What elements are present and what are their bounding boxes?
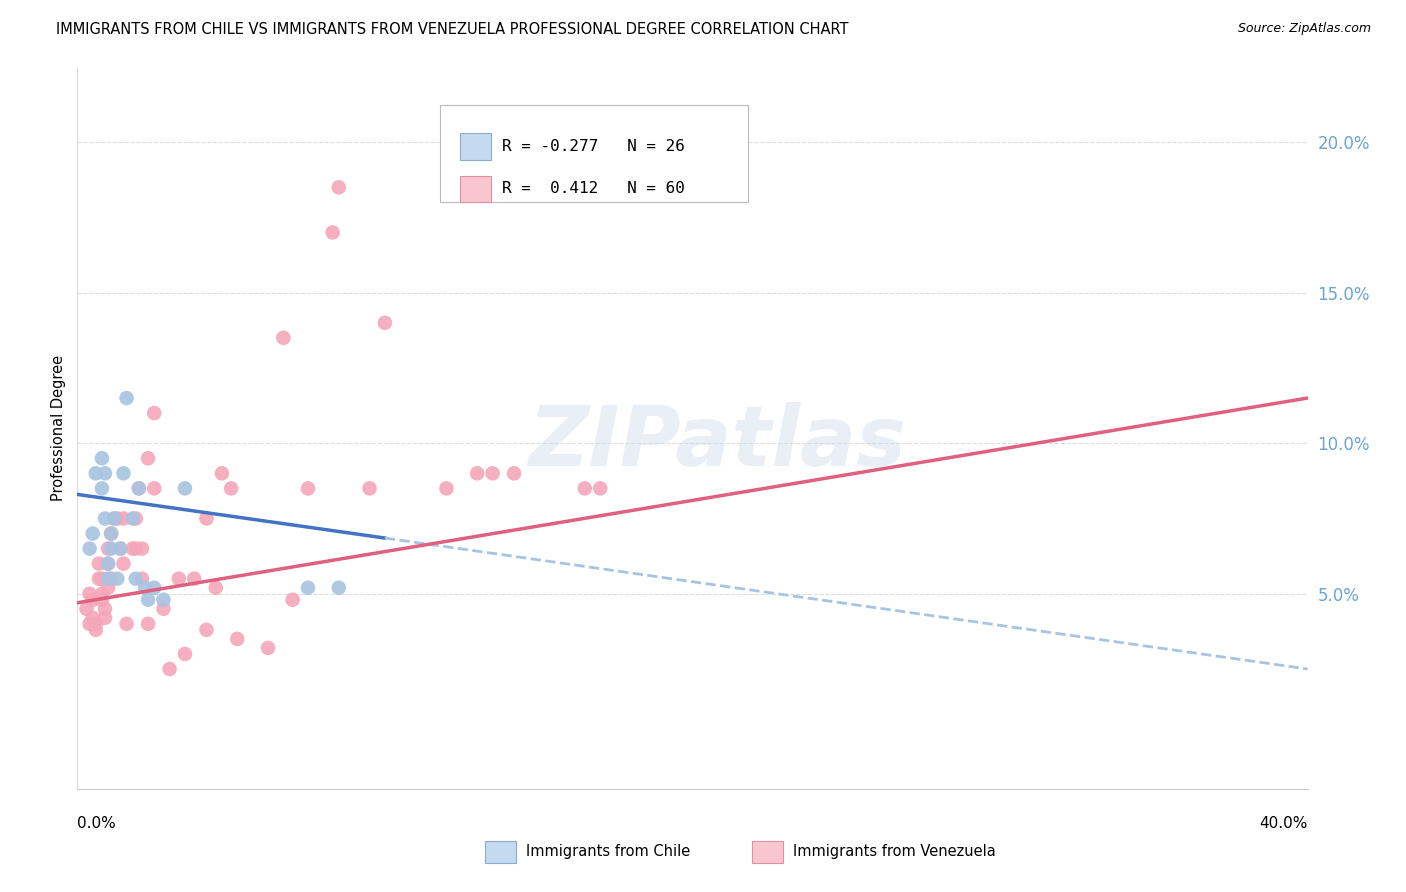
Point xyxy=(297,581,319,595)
Point xyxy=(84,467,107,481)
Point xyxy=(257,640,280,655)
Point xyxy=(143,482,166,496)
Text: IMMIGRANTS FROM CHILE VS IMMIGRANTS FROM VENEZUELA PROFESSIONAL DEGREE CORRELATI: IMMIGRANTS FROM CHILE VS IMMIGRANTS FROM… xyxy=(56,22,849,37)
Point xyxy=(211,467,233,481)
Text: Source: ZipAtlas.com: Source: ZipAtlas.com xyxy=(1237,22,1371,36)
Text: 0.0%: 0.0% xyxy=(77,816,117,831)
Point xyxy=(125,541,148,556)
Point xyxy=(103,511,125,525)
Point xyxy=(76,601,98,615)
Point xyxy=(574,482,596,496)
Point xyxy=(134,581,156,595)
Point xyxy=(103,511,125,525)
Point xyxy=(87,557,110,571)
Point xyxy=(159,662,181,676)
Point xyxy=(90,451,114,466)
Point xyxy=(183,572,205,586)
Point xyxy=(128,482,150,496)
Point xyxy=(87,572,110,586)
Point xyxy=(105,511,128,525)
Point xyxy=(273,331,295,345)
Point xyxy=(90,482,114,496)
Point xyxy=(322,226,344,240)
Point xyxy=(121,541,143,556)
Point xyxy=(97,541,120,556)
Point xyxy=(90,587,114,601)
Point xyxy=(136,592,159,607)
Point xyxy=(82,526,104,541)
Point xyxy=(112,557,135,571)
Point xyxy=(131,541,153,556)
Point xyxy=(82,611,104,625)
Point xyxy=(110,541,132,556)
Point xyxy=(97,557,120,571)
Point xyxy=(97,581,120,595)
Point xyxy=(195,623,218,637)
Point xyxy=(143,581,166,595)
Point xyxy=(90,572,114,586)
Text: R = -0.277   N = 26: R = -0.277 N = 26 xyxy=(502,139,685,154)
Point xyxy=(97,557,120,571)
Point xyxy=(115,391,138,405)
Point xyxy=(195,511,218,525)
Point xyxy=(82,592,104,607)
Point xyxy=(84,616,107,631)
Point xyxy=(79,587,101,601)
Point xyxy=(100,572,122,586)
Point xyxy=(110,541,132,556)
Point xyxy=(436,482,458,496)
Point xyxy=(174,647,197,661)
Point xyxy=(97,572,120,586)
Point xyxy=(105,572,128,586)
Point xyxy=(481,467,503,481)
Point xyxy=(152,601,174,615)
Point xyxy=(204,581,226,595)
Point xyxy=(167,572,190,586)
Point xyxy=(328,180,350,194)
Point xyxy=(143,406,166,420)
Point xyxy=(100,541,122,556)
Point xyxy=(136,451,159,466)
Text: ZIPatlas: ZIPatlas xyxy=(529,402,905,483)
Point xyxy=(94,467,117,481)
Point xyxy=(152,592,174,607)
Point xyxy=(226,632,249,646)
Point xyxy=(219,482,242,496)
Point xyxy=(112,511,135,525)
Point xyxy=(297,482,319,496)
Point xyxy=(84,623,107,637)
Text: Immigrants from Chile: Immigrants from Chile xyxy=(526,845,690,859)
Point xyxy=(465,467,488,481)
Text: Immigrants from Venezuela: Immigrants from Venezuela xyxy=(793,845,995,859)
Point xyxy=(79,541,101,556)
Point xyxy=(359,482,381,496)
Point xyxy=(121,511,143,525)
Text: R =  0.412   N = 60: R = 0.412 N = 60 xyxy=(502,181,685,196)
Point xyxy=(281,592,304,607)
Point xyxy=(589,482,612,496)
Point xyxy=(79,616,101,631)
Y-axis label: Professional Degree: Professional Degree xyxy=(51,355,66,501)
Point xyxy=(125,511,148,525)
Point xyxy=(94,511,117,525)
Point xyxy=(94,611,117,625)
Point xyxy=(100,526,122,541)
Point xyxy=(174,482,197,496)
Point xyxy=(90,592,114,607)
Point xyxy=(136,616,159,631)
Point xyxy=(100,526,122,541)
Point xyxy=(374,316,396,330)
Point xyxy=(503,467,526,481)
Point xyxy=(115,616,138,631)
Text: 40.0%: 40.0% xyxy=(1260,816,1308,831)
Point xyxy=(125,572,148,586)
Point xyxy=(128,482,150,496)
Point xyxy=(328,581,350,595)
Point xyxy=(131,572,153,586)
Point xyxy=(112,467,135,481)
Point xyxy=(94,601,117,615)
